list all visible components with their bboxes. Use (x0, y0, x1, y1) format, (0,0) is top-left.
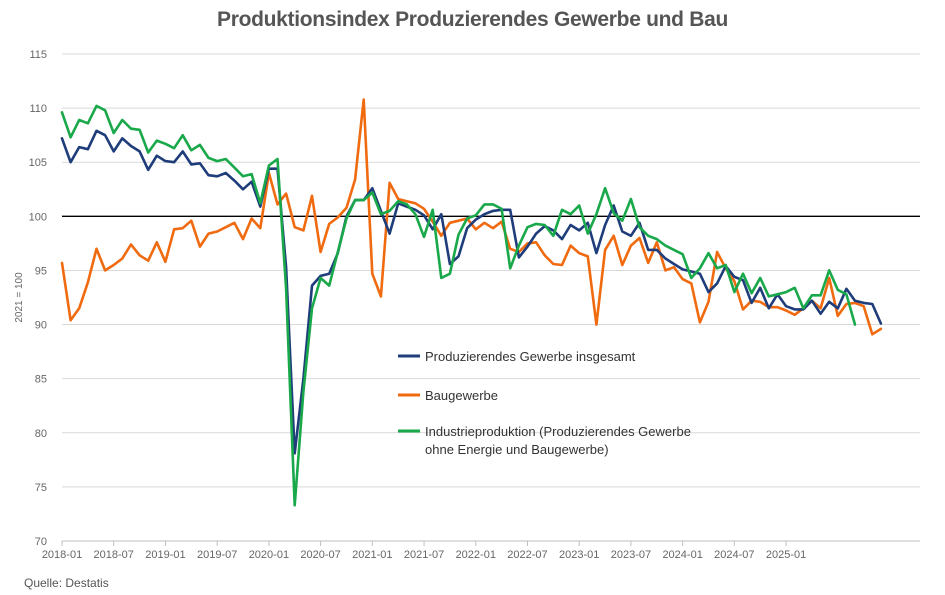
legend-baugewerbe-label: Baugewerbe (425, 388, 498, 403)
x-tick-label: 2019-07 (197, 549, 237, 561)
legend-total-label: Produzierendes Gewerbe insgesamt (425, 349, 636, 364)
y-tick-label: 95 (35, 265, 47, 277)
x-tick-label: 2022-07 (507, 549, 547, 561)
x-tick-label: 2022-01 (456, 549, 496, 561)
x-tick-label: 2021-07 (404, 549, 444, 561)
series-line-produzierendes-gewerbe (60, 129, 883, 455)
x-tick-label: 2024-07 (714, 549, 754, 561)
y-tick-label: 70 (35, 536, 47, 548)
y-axis-label: 2021 = 100 (14, 272, 25, 323)
x-tick-label: 2025-01 (766, 549, 806, 561)
x-tick-label: 2019-01 (145, 549, 185, 561)
y-tick-label: 80 (35, 428, 47, 440)
x-tick-label: 2020-01 (249, 549, 289, 561)
x-tick-label: 2021-01 (352, 549, 392, 561)
x-tick-label: 2020-07 (300, 549, 340, 561)
x-tick-label: 2018-01 (42, 549, 82, 561)
x-tick-label: 2018-07 (94, 549, 134, 561)
legend-industrie-label: Industrieproduktion (Produzierendes Gewe… (425, 424, 691, 439)
y-tick-label: 90 (35, 320, 47, 332)
y-tick-label: 110 (29, 103, 47, 115)
y-tick-label: 105 (29, 157, 47, 169)
y-tick-label: 115 (29, 49, 47, 61)
chart-title: Produktionsindex Produzierendes Gewerbe … (217, 8, 728, 31)
series-line-industrieproduktion (60, 104, 857, 507)
source-note: Quelle: Destatis (24, 576, 109, 590)
x-tick-label: 2023-07 (611, 549, 651, 561)
x-tick-label: 2024-01 (662, 549, 702, 561)
legend-industrie-label: ohne Energie und Baugewerbe) (425, 442, 609, 457)
x-tick-label: 2023-01 (559, 549, 599, 561)
y-tick-label: 100 (29, 211, 47, 223)
y-tick-label: 75 (35, 482, 47, 494)
y-tick-label: 85 (35, 374, 47, 386)
